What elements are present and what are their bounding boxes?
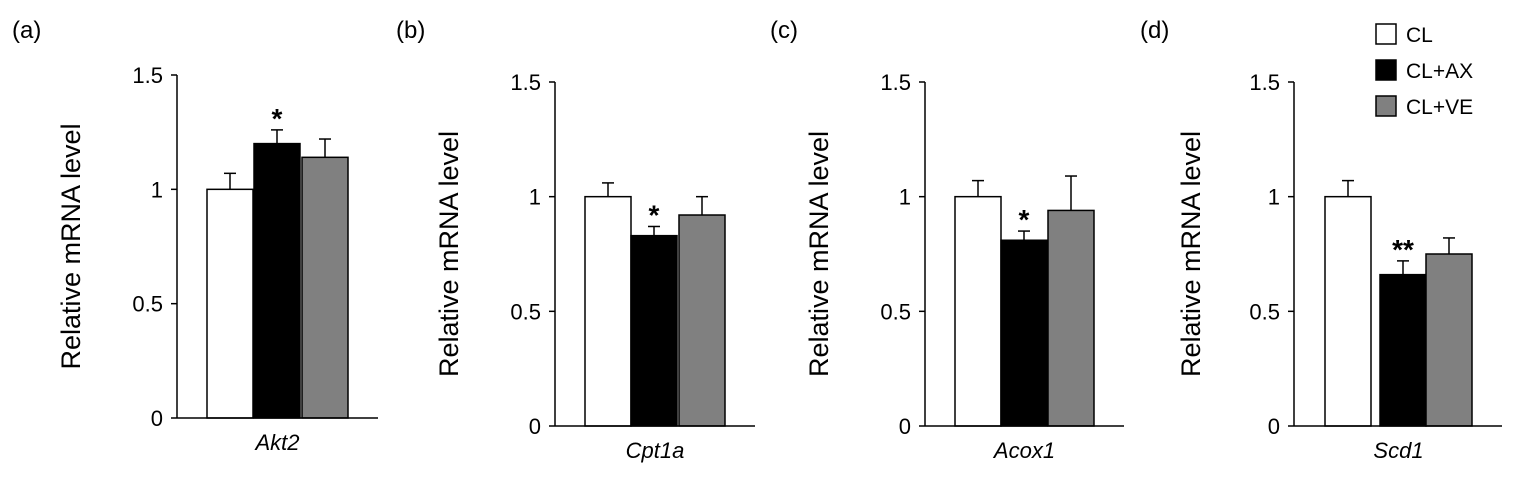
y-tick-label: 1.5 <box>1249 70 1280 95</box>
panel-label: (c) <box>770 17 798 44</box>
y-tick-label: 1.5 <box>510 70 541 95</box>
gene-label: Scd1 <box>1373 438 1423 463</box>
y-tick-label: 0.5 <box>880 299 911 324</box>
y-tick-label: 1.5 <box>132 63 163 88</box>
y-tick-label: 1 <box>899 185 911 210</box>
bar-cl-ax <box>1000 239 1048 427</box>
panel-label: (d) <box>1140 17 1169 44</box>
y-tick-label: 0 <box>899 414 911 439</box>
y-tick-label: 0.5 <box>132 292 163 317</box>
legend-label: CL+VE <box>1406 96 1473 119</box>
y-tick-label: 1 <box>1268 185 1280 210</box>
y-axis-label: Relative mRNA level <box>1176 131 1206 377</box>
legend-label: CL+AX <box>1406 60 1473 83</box>
panel-d: (d) Relative mRNA level 0 0.5 1 1.5 ** Scd1 <box>1140 17 1502 463</box>
panel-b: (b) Relative mRNA level 0 0.5 1 1.5 * Cpt1a <box>396 17 755 463</box>
significance-marker: ** <box>1392 234 1414 265</box>
y-tick-label: 1.5 <box>880 70 911 95</box>
bar-cl-ve <box>1425 253 1473 427</box>
gene-label: Acox1 <box>992 438 1055 463</box>
y-tick-label: 1 <box>529 185 541 210</box>
legend: CL CL+AX CL+VE <box>1375 23 1473 119</box>
panel-a: (a) Relative mRNA level 0 0.5 1 1.5 * Akt2 <box>12 17 378 455</box>
y-tick-label: 0.5 <box>510 299 541 324</box>
bar-cl-ve <box>1047 209 1095 427</box>
y-tick-label: 0 <box>151 406 163 431</box>
y-tick-label: 0.5 <box>1249 299 1280 324</box>
legend-swatch <box>1375 23 1397 45</box>
bar-cl-ax <box>1379 273 1427 427</box>
gene-label: Cpt1a <box>626 438 685 463</box>
bar-cl-ve <box>301 156 349 419</box>
bar-cl <box>954 195 1002 427</box>
bar-cl <box>206 188 254 419</box>
gene-label: Akt2 <box>253 430 299 455</box>
bar-cl <box>584 195 632 427</box>
significance-marker: * <box>649 199 660 230</box>
y-axis-label: Relative mRNA level <box>56 123 86 369</box>
bar-cl-ax <box>253 142 301 419</box>
y-axis-label: Relative mRNA level <box>434 131 464 377</box>
legend-swatch <box>1375 59 1397 81</box>
legend-label: CL <box>1406 24 1433 47</box>
y-axis-label: Relative mRNA level <box>804 131 834 377</box>
bar-cl <box>1324 195 1372 427</box>
bar-cl-ve <box>678 214 726 427</box>
panel-label: (b) <box>396 17 425 44</box>
panel-c: (c) Relative mRNA level 0 0.5 1 1.5 * Acox1 <box>770 17 1124 463</box>
significance-marker: * <box>1019 204 1030 235</box>
significance-marker: * <box>272 103 283 134</box>
legend-swatch <box>1375 95 1397 117</box>
y-tick-label: 0 <box>1268 414 1280 439</box>
y-tick-label: 1 <box>151 177 163 202</box>
y-tick-label: 0 <box>529 414 541 439</box>
bar-cl-ax <box>630 234 678 427</box>
panel-label: (a) <box>12 17 41 44</box>
